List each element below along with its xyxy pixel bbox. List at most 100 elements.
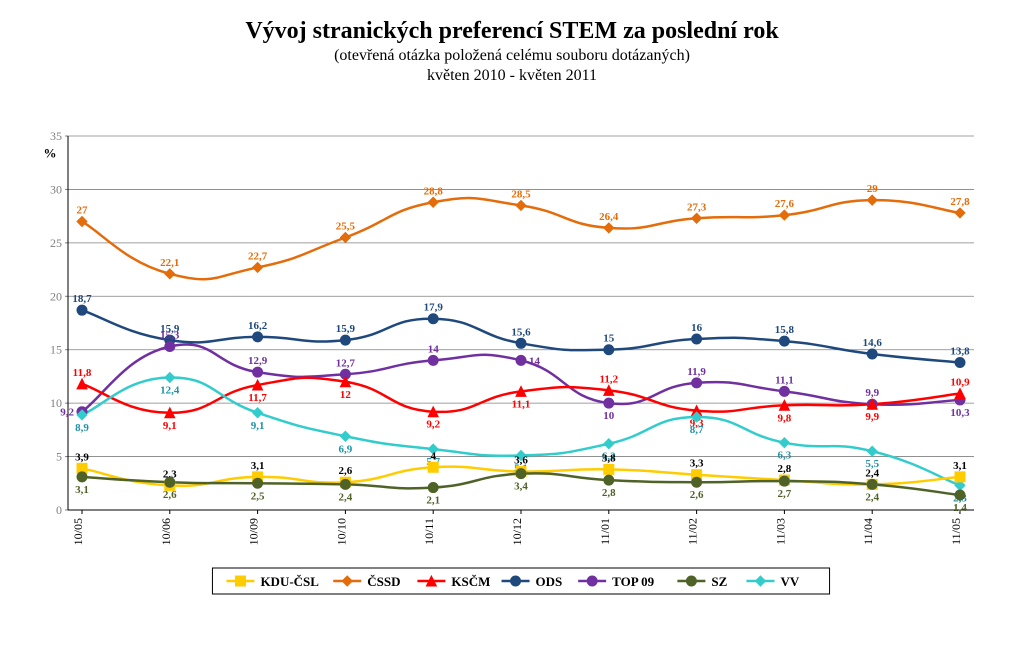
series-value-label-SZ: 1,4 bbox=[953, 502, 967, 514]
series-marker-SZ bbox=[867, 479, 877, 489]
legend-label-ČSSD: ČSSD bbox=[367, 574, 400, 589]
series-marker-ODS bbox=[955, 358, 965, 368]
series-value-label-TOP 09: 14 bbox=[428, 343, 440, 355]
series-marker-ODS bbox=[516, 338, 526, 348]
chart-svg: 05101520253035%10/0510/0610/0910/1010/11… bbox=[36, 128, 988, 608]
svg-text:0: 0 bbox=[56, 503, 62, 517]
chart-title: Vývoj stranických preferencí STEM za pos… bbox=[0, 16, 1024, 46]
series-value-label-KSČM: 9,8 bbox=[778, 412, 792, 424]
series-marker-ČSSD bbox=[340, 233, 350, 243]
series-marker-ODS bbox=[867, 349, 877, 359]
series-marker-VV bbox=[867, 446, 877, 456]
series-value-label-KSČM: 9,1 bbox=[163, 420, 177, 432]
legend-label-VV: VV bbox=[780, 574, 799, 589]
series-value-label-SZ: 2,5 bbox=[251, 490, 265, 502]
series-marker-VV bbox=[253, 408, 263, 418]
series-value-label-ČSSD: 26,4 bbox=[599, 211, 619, 223]
series-marker-ČSSD bbox=[165, 269, 175, 279]
series-marker-VV bbox=[604, 439, 614, 449]
series-marker-SZ bbox=[340, 479, 350, 489]
legend-label-ODS: ODS bbox=[536, 574, 563, 589]
series-value-label-SZ: 3,1 bbox=[75, 484, 89, 496]
svg-text:11/02: 11/02 bbox=[686, 518, 700, 545]
legend-label-TOP 09: TOP 09 bbox=[612, 574, 655, 589]
series-value-label-ODS: 17,9 bbox=[424, 302, 444, 314]
series-value-label-ČSSD: 29 bbox=[867, 183, 879, 195]
svg-text:%: % bbox=[44, 145, 57, 160]
series-value-label-TOP 09: 12,7 bbox=[336, 357, 356, 369]
series-value-label-ODS: 15,8 bbox=[775, 324, 795, 336]
series-marker-SZ bbox=[604, 475, 614, 485]
series-marker-KDU-ČSL bbox=[955, 472, 965, 482]
svg-text:35: 35 bbox=[50, 129, 62, 143]
series-marker-TOP 09 bbox=[692, 378, 702, 388]
series-value-label-ODS: 18,7 bbox=[72, 293, 92, 305]
svg-text:10/10: 10/10 bbox=[334, 518, 348, 545]
series-value-label-KDU-ČSL: 2,6 bbox=[339, 465, 353, 477]
series-value-label-TOP 09: 11,1 bbox=[775, 374, 794, 386]
series-marker-ČSSD bbox=[428, 197, 438, 207]
series-marker-ČSSD bbox=[779, 210, 789, 220]
series-value-label-SZ: 2,1 bbox=[426, 495, 440, 507]
series-marker-ČSSD bbox=[253, 262, 263, 272]
series-marker-SZ bbox=[428, 483, 438, 493]
series-value-label-ODS: 15 bbox=[603, 333, 615, 345]
series-value-label-ČSSD: 25,5 bbox=[336, 221, 356, 233]
series-value-label-SZ: 2,6 bbox=[163, 489, 177, 501]
svg-text:20: 20 bbox=[50, 289, 62, 303]
series-value-label-ODS: 16,2 bbox=[248, 320, 268, 332]
series-marker-ODS bbox=[604, 345, 614, 355]
series-value-label-ČSSD: 22,1 bbox=[160, 257, 179, 269]
series-value-label-VV: 9,1 bbox=[251, 420, 265, 432]
series-value-label-TOP 09: 14 bbox=[529, 355, 541, 367]
chart-page: Vývoj stranických preferencí STEM za pos… bbox=[0, 0, 1024, 651]
series-value-label-KDU-ČSL: 2,8 bbox=[778, 463, 792, 475]
series-value-label-VV: 8,9 bbox=[75, 422, 89, 434]
series-marker-SZ bbox=[77, 472, 87, 482]
series-marker-VV bbox=[340, 431, 350, 441]
series-marker-VV bbox=[165, 372, 175, 382]
series-value-label-TOP 09: 15,3 bbox=[160, 330, 180, 342]
series-marker-SZ bbox=[253, 478, 263, 488]
svg-text:10/12: 10/12 bbox=[510, 518, 524, 545]
svg-text:10/06: 10/06 bbox=[159, 518, 173, 545]
legend-label-SZ: SZ bbox=[711, 574, 727, 589]
svg-text:10/11: 10/11 bbox=[422, 518, 436, 545]
series-value-label-SZ: 2,4 bbox=[339, 491, 353, 503]
series-value-label-VV: 12,4 bbox=[160, 384, 180, 396]
series-marker-TOP 09 bbox=[165, 342, 175, 352]
series-value-label-ČSSD: 28,8 bbox=[424, 185, 444, 197]
series-value-label-KSČM: 11,2 bbox=[599, 373, 618, 385]
svg-text:11/03: 11/03 bbox=[773, 518, 787, 545]
series-value-label-KDU-ČSL: 3,6 bbox=[514, 455, 528, 467]
series-marker-ODS bbox=[340, 335, 350, 345]
series-marker-ODS bbox=[692, 334, 702, 344]
series-marker-ČSSD bbox=[867, 195, 877, 205]
series-value-label-KSČM: 11,1 bbox=[512, 398, 531, 410]
series-value-label-VV: 6,3 bbox=[778, 450, 792, 462]
chart-date-range: květen 2010 - květen 2011 bbox=[0, 66, 1024, 86]
series-value-label-ČSSD: 27,6 bbox=[775, 198, 795, 210]
series-value-label-VV: 6,9 bbox=[339, 443, 353, 455]
series-marker-SZ bbox=[779, 476, 789, 486]
series-marker-ODS bbox=[428, 314, 438, 324]
svg-text:15: 15 bbox=[50, 343, 62, 357]
series-value-label-SZ: 2,7 bbox=[778, 488, 792, 500]
series-marker-SZ bbox=[165, 477, 175, 487]
series-marker-TOP 09 bbox=[516, 355, 526, 365]
series-value-label-ODS: 14,6 bbox=[863, 337, 883, 349]
legend-label-KDU-ČSL: KDU-ČSL bbox=[260, 574, 319, 589]
series-value-label-ČSSD: 27 bbox=[77, 204, 89, 216]
series-value-label-SZ: 2,8 bbox=[602, 487, 616, 499]
chart-subtitle: (otevřená otázka položená celému souboru… bbox=[0, 46, 1024, 66]
series-value-label-KDU-ČSL: 3,1 bbox=[251, 460, 265, 472]
series-marker-TOP 09 bbox=[253, 367, 263, 377]
svg-text:11/05: 11/05 bbox=[949, 518, 963, 545]
series-marker-ČSSD bbox=[955, 208, 965, 218]
series-value-label-ČSSD: 27,8 bbox=[950, 196, 970, 208]
svg-text:30: 30 bbox=[50, 182, 62, 196]
series-marker-TOP 09 bbox=[428, 355, 438, 365]
series-value-label-ODS: 15,6 bbox=[511, 326, 531, 338]
svg-text:11/04: 11/04 bbox=[861, 518, 875, 545]
series-value-label-TOP 09: 9,9 bbox=[865, 387, 879, 399]
